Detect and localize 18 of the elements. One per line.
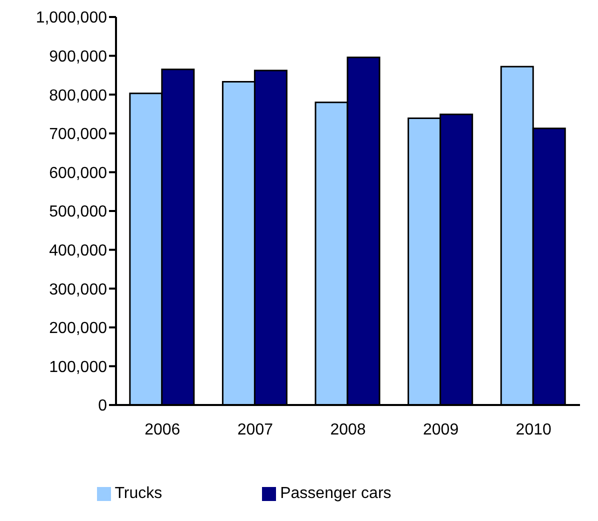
y-tick-label: 700,000 xyxy=(49,126,108,144)
legend-label: Trucks xyxy=(114,485,162,502)
y-tick-label: 200,000 xyxy=(49,320,108,338)
y-tick-label: 500,000 xyxy=(49,204,108,221)
y-tick-label: 600,000 xyxy=(49,164,108,182)
x-tick-label: 2010 xyxy=(516,421,552,438)
y-tick-label: 300,000 xyxy=(49,281,108,298)
x-tick-label: 2007 xyxy=(237,421,274,438)
y-tick-label: 400,000 xyxy=(49,242,108,260)
y-tick-label: 900,000 xyxy=(49,48,108,66)
y-tick-label: 1,000,000 xyxy=(36,10,108,27)
y-tick-label: 0 xyxy=(98,398,108,415)
x-tick-label: 2006 xyxy=(144,421,180,438)
y-tick-label: 800,000 xyxy=(49,87,108,104)
legend-label: Passenger cars xyxy=(280,485,392,502)
x-tick-label: 2008 xyxy=(330,421,366,438)
y-tick-label: 100,000 xyxy=(49,358,108,376)
x-tick-label: 2009 xyxy=(423,421,459,438)
